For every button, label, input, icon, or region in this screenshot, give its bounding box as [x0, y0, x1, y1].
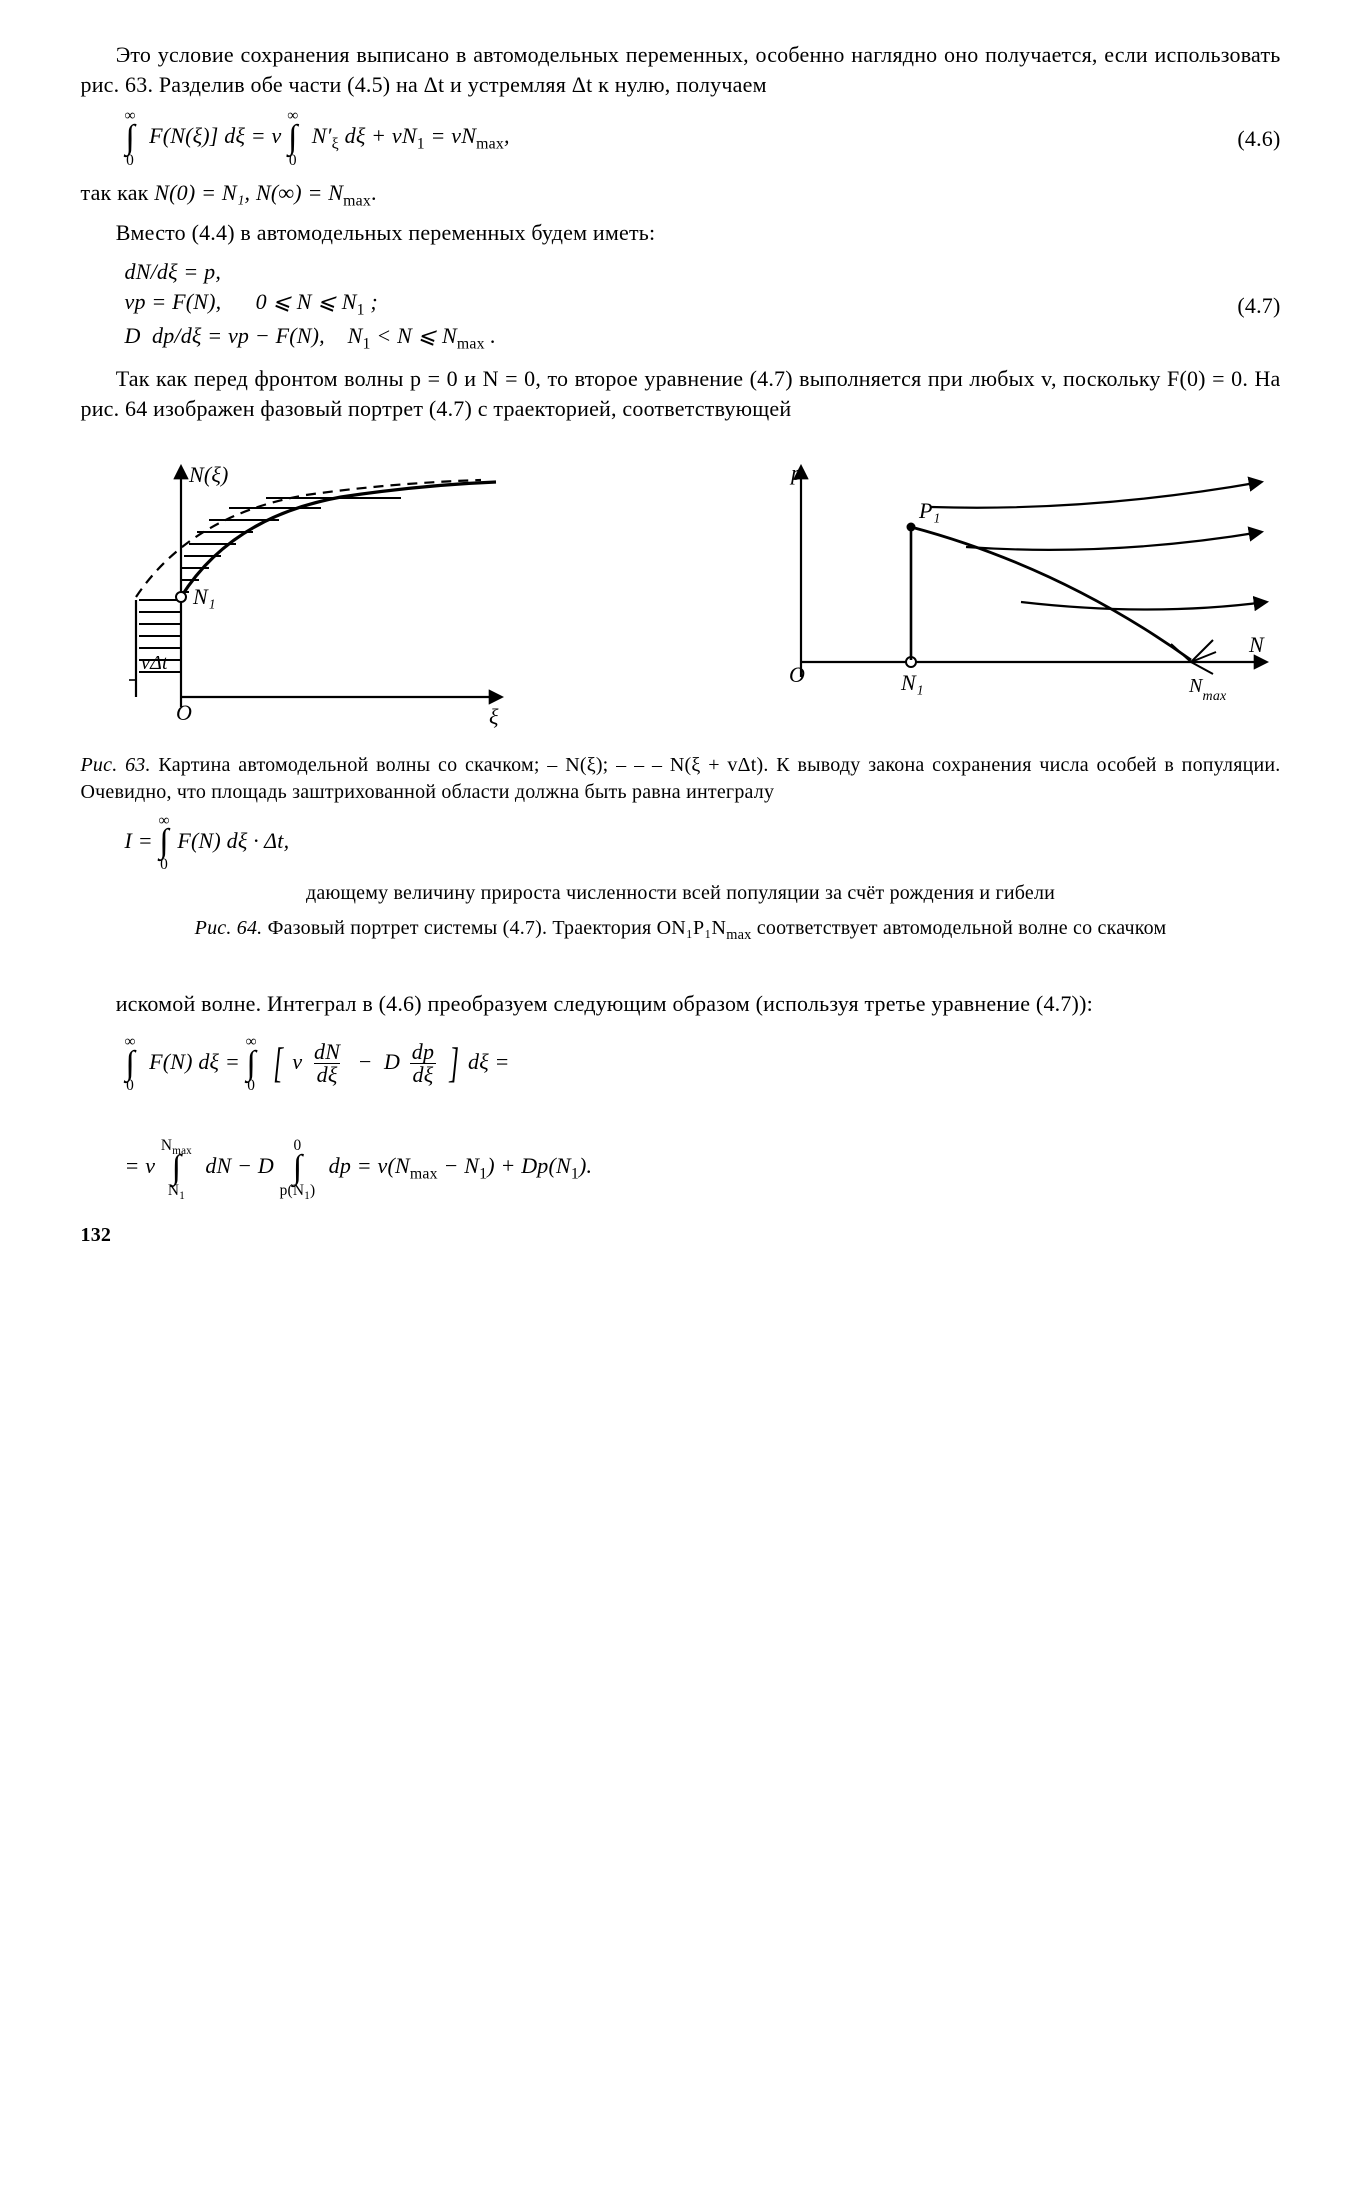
figure-64: p P₁ O N₁ Nmax N [761, 452, 1281, 740]
caption-63-integral: I = ∞∫0 F(N) dξ · Δt, [81, 814, 1281, 872]
svg-text:P₁: P₁ [918, 498, 941, 523]
figure-63-svg: vΔt N(ξ) N₁ O ξ [81, 452, 511, 732]
equation-4-7: dN/dξ = p, vp = F(N), 0 ⩽ N ⩽ N1 ; D dp/… [81, 257, 1281, 354]
para-intro-1: Это условие сохранения выписано в автомо… [81, 40, 1281, 99]
svg-text:N₁: N₁ [900, 670, 924, 695]
figure-64-svg: p P₁ O N₁ Nmax N [761, 452, 1281, 712]
figure-64-caption: Рис. 64. Фазовый портрет системы (4.7). … [81, 915, 1281, 945]
svg-text:N(ξ): N(ξ) [188, 462, 229, 487]
svg-text:O: O [176, 700, 192, 725]
figure-63-caption: Рис. 63. Картина автомодельной волны со … [81, 752, 1281, 806]
svg-text:N: N [1248, 632, 1265, 657]
para-front: Так как перед фронтом волны p = 0 и N = … [81, 364, 1281, 423]
equation-4-6: ∞∫0 F(N(ξ)] dξ = v ∞∫0 N′ξ dξ + vN1 = vN… [81, 109, 1281, 167]
svg-text:Nmax: Nmax [1188, 675, 1227, 704]
figure-row: vΔt N(ξ) N₁ O ξ [81, 452, 1281, 740]
page-number: 132 [81, 1222, 1281, 1249]
para-iskomoy: искомой волне. Интеграл в (4.6) преобраз… [81, 989, 1281, 1019]
eq-number-4-6: (4.6) [1193, 124, 1281, 154]
equation-transform: ∞∫0 F(N) dξ = ∞∫0 [ v dNdξ − D dpdξ ] dξ… [81, 1035, 1281, 1198]
svg-text:O: O [789, 662, 805, 687]
para-instead: Вместо (4.4) в автомодельных переменных … [81, 218, 1281, 248]
svg-text:vΔt: vΔt [141, 652, 168, 674]
figure-63-caption-2: дающему величину прироста численности вс… [81, 880, 1281, 907]
eq-number-4-7: (4.7) [1193, 291, 1281, 321]
svg-text:N₁: N₁ [192, 584, 216, 609]
figure-63: vΔt N(ξ) N₁ O ξ [81, 452, 511, 740]
svg-text:ξ: ξ [489, 704, 499, 729]
para-since: так как N(0) = N₁, N(∞) = Nmax. [81, 178, 1281, 212]
svg-text:p: p [789, 460, 802, 485]
